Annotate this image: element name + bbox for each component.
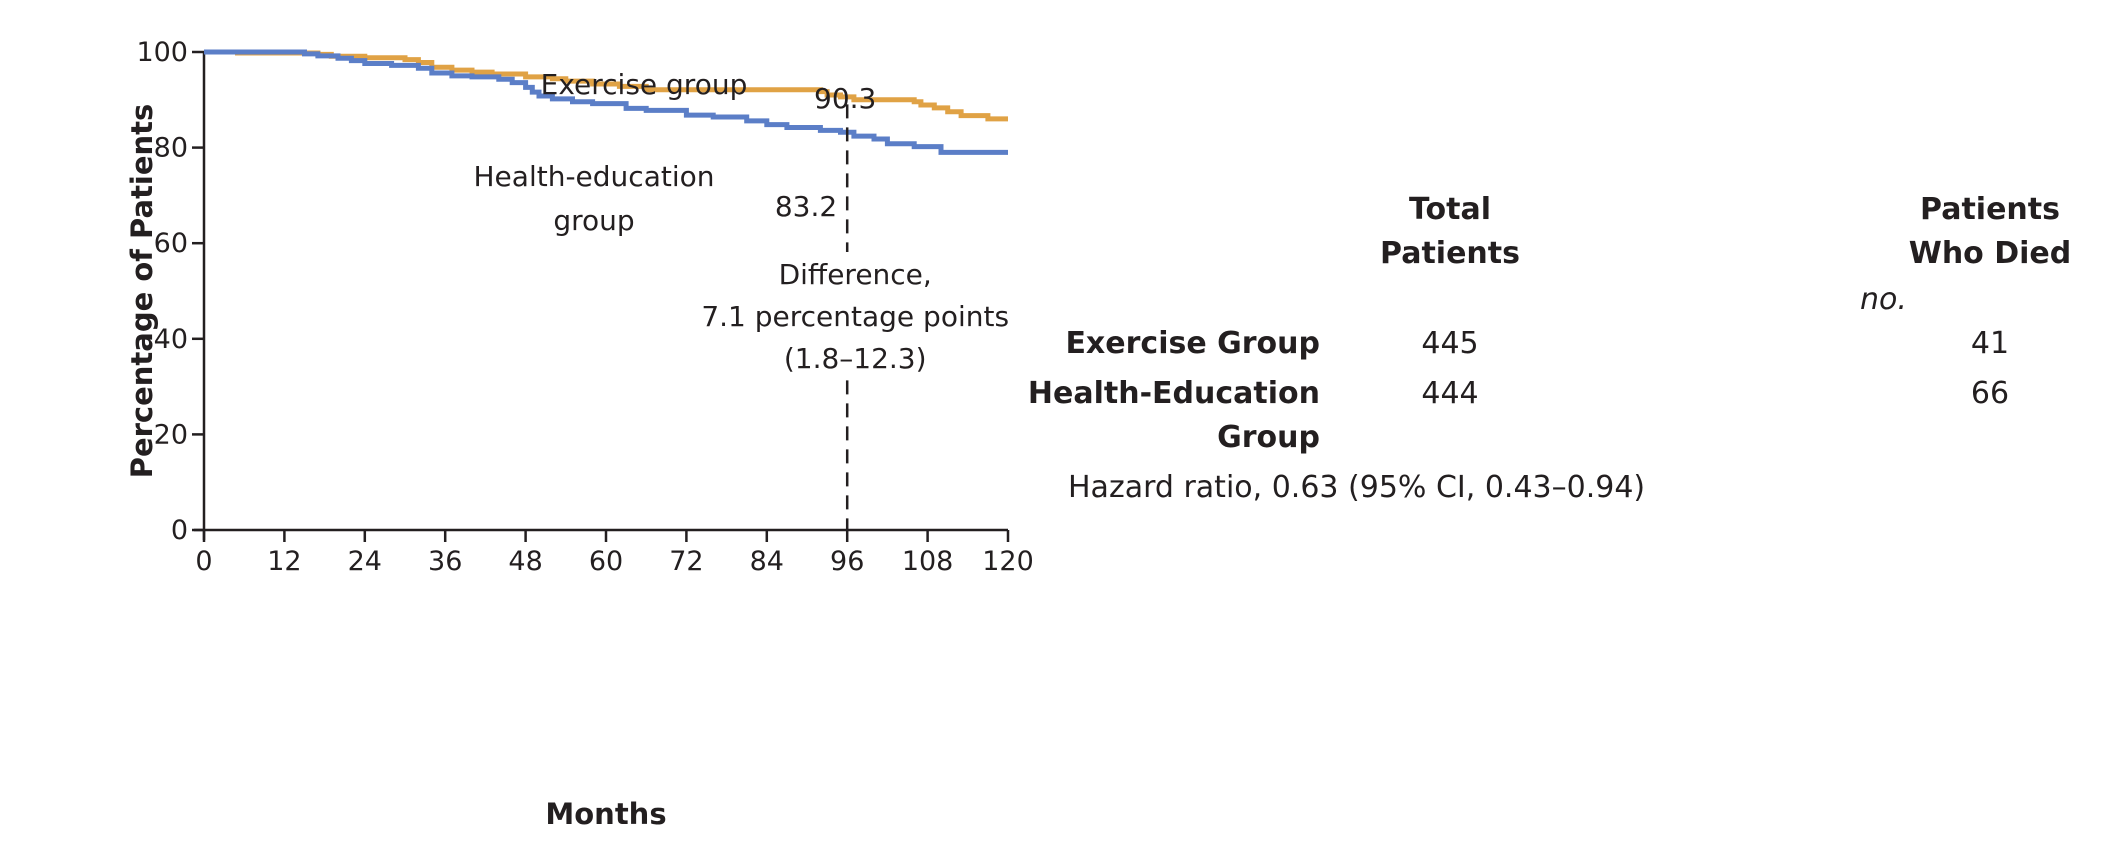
y-tick-label-100: 100 bbox=[136, 37, 188, 68]
axes: 0 20 40 60 80 100 0 12 24 36 48 60 72 84 96 108 120 bbox=[136, 37, 1033, 577]
x-tick-label-60: 60 bbox=[589, 546, 623, 577]
x-tick-label-0: 0 bbox=[195, 546, 212, 577]
x-tick-label-120: 120 bbox=[982, 546, 1034, 577]
units-label: no. bbox=[1860, 282, 1907, 317]
y-tick-label-80: 80 bbox=[154, 133, 188, 164]
header-total-patients: Total Patients bbox=[1350, 188, 1550, 276]
health-education-value-label: 83.2 bbox=[775, 190, 837, 223]
x-tick-label-48: 48 bbox=[508, 546, 542, 577]
health-education-group-label-line1: Health-education bbox=[474, 160, 715, 193]
y-tick-label-20: 20 bbox=[154, 419, 188, 450]
row-label-health-education: Health-Education Group bbox=[1000, 372, 1320, 460]
y-tick-label-0: 0 bbox=[171, 515, 188, 546]
x-tick-label-96: 96 bbox=[830, 546, 864, 577]
cell-exercise-total: 445 bbox=[1421, 326, 1479, 361]
x-tick-label-84: 84 bbox=[750, 546, 784, 577]
difference-label-line3: (1.8–12.3) bbox=[784, 342, 927, 375]
difference-label-background bbox=[717, 252, 978, 380]
row-label-health-line1: Health-Education bbox=[1027, 376, 1320, 411]
curves bbox=[204, 49, 1008, 155]
health-education-group-curve bbox=[204, 49, 1008, 155]
difference-label-line1: Difference, bbox=[779, 258, 932, 291]
cell-health-total: 444 bbox=[1421, 376, 1479, 411]
header-died-line1: Patients bbox=[1920, 192, 2060, 227]
x-tick-label-108: 108 bbox=[902, 546, 954, 577]
exercise-group-label: Exercise group bbox=[541, 68, 748, 101]
difference-label-line2: 7.1 percentage points bbox=[701, 300, 1009, 333]
hazard-ratio-text: Hazard ratio, 0.63 (95% CI, 0.43–0.94) bbox=[1068, 470, 1646, 505]
y-tick-label-60: 60 bbox=[154, 228, 188, 259]
x-axis-title: Months bbox=[545, 797, 666, 831]
cell-health-died: 66 bbox=[1970, 376, 2010, 411]
header-died-line2: Who Died bbox=[1908, 236, 2072, 271]
exercise-value-label: 90.3 bbox=[814, 82, 876, 115]
health-education-group-label-line2: group bbox=[553, 204, 634, 237]
row-label-exercise-line1: Exercise Group bbox=[1065, 326, 1320, 361]
header-total-line2: Patients bbox=[1380, 236, 1520, 271]
y-axis-title: Percentage of Patients bbox=[125, 104, 159, 479]
x-tick-label-72: 72 bbox=[669, 546, 703, 577]
header-patients-who-died: Patients Who Died bbox=[1890, 188, 2090, 276]
x-tick-label-36: 36 bbox=[428, 546, 462, 577]
row-label-exercise: Exercise Group bbox=[1000, 322, 1320, 366]
x-tick-label-24: 24 bbox=[348, 546, 382, 577]
y-tick-label-40: 40 bbox=[154, 324, 188, 355]
header-total-line1: Total bbox=[1409, 192, 1491, 227]
x-tick-label-12: 12 bbox=[267, 546, 301, 577]
cell-exercise-died: 41 bbox=[1970, 326, 2010, 361]
exercise-group-curve bbox=[204, 49, 1008, 122]
row-label-health-line2: Group bbox=[1217, 420, 1320, 455]
